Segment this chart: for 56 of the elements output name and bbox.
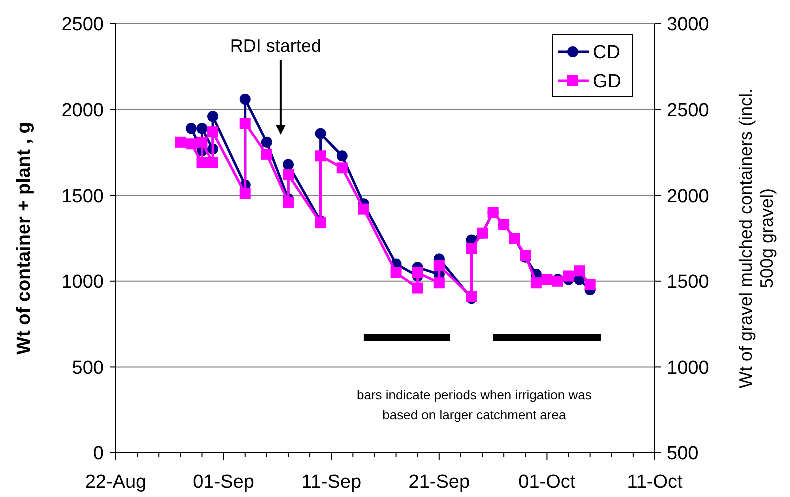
point [240,118,251,130]
point [390,267,402,278]
point [196,136,208,148]
point [336,150,348,162]
point [563,270,574,282]
y2-tick-label: 2000 [667,186,710,208]
y-tick-label: 2000 [62,100,104,122]
point [315,128,326,140]
legend-label: CD [593,42,620,64]
x-tick-label: 01-Oct [518,472,576,493]
y2-tick-label: 1500 [667,272,710,294]
y-axis-title: Wt of container + plant , g [14,122,35,355]
point [240,94,251,106]
point [315,150,326,162]
y-tick-label: 0 [93,444,104,465]
annotation: RDI started [230,36,322,56]
y2-tick-label: 500 [667,444,699,465]
x-tick-label: 01-Sep [193,472,254,493]
y2-tick-label: 1000 [667,358,710,379]
point [434,260,445,272]
y-tick-label: 2500 [62,14,104,36]
legend-label: GD [593,72,622,93]
point [196,157,208,168]
point [175,136,186,148]
point [186,138,197,150]
point [358,204,370,215]
point [282,196,294,208]
point [466,243,478,254]
point [261,136,272,148]
point [282,170,294,181]
point [584,279,596,290]
x-tick-label: 21-Sep [408,472,470,493]
point [434,278,445,289]
point [282,159,294,170]
x-tick-label: 11-Oct [627,472,684,493]
point [261,148,272,160]
y2-tick-label: 2500 [667,100,710,122]
y-tick-label: 1500 [62,186,104,208]
x-tick-label: 22-Aug [85,472,147,493]
point [196,123,208,134]
point [412,282,424,294]
annotation: bars indicate periods when irrigation was based on larger catchment area [357,387,592,422]
x-tick-label: 11-Sep [302,472,362,493]
point [240,188,251,200]
y2-axis-title: Wt of gravel mulched containers (incl. 500g gravel) [736,88,777,389]
y-tick-label: 500 [72,358,104,379]
point [208,126,219,138]
y2-tick-label: 3000 [667,14,710,36]
point [208,111,219,122]
point [208,157,219,168]
point [530,278,542,289]
point [412,267,424,278]
point [336,162,348,174]
y-tick-label: 1000 [62,272,104,294]
point [574,266,586,277]
point [186,123,197,134]
